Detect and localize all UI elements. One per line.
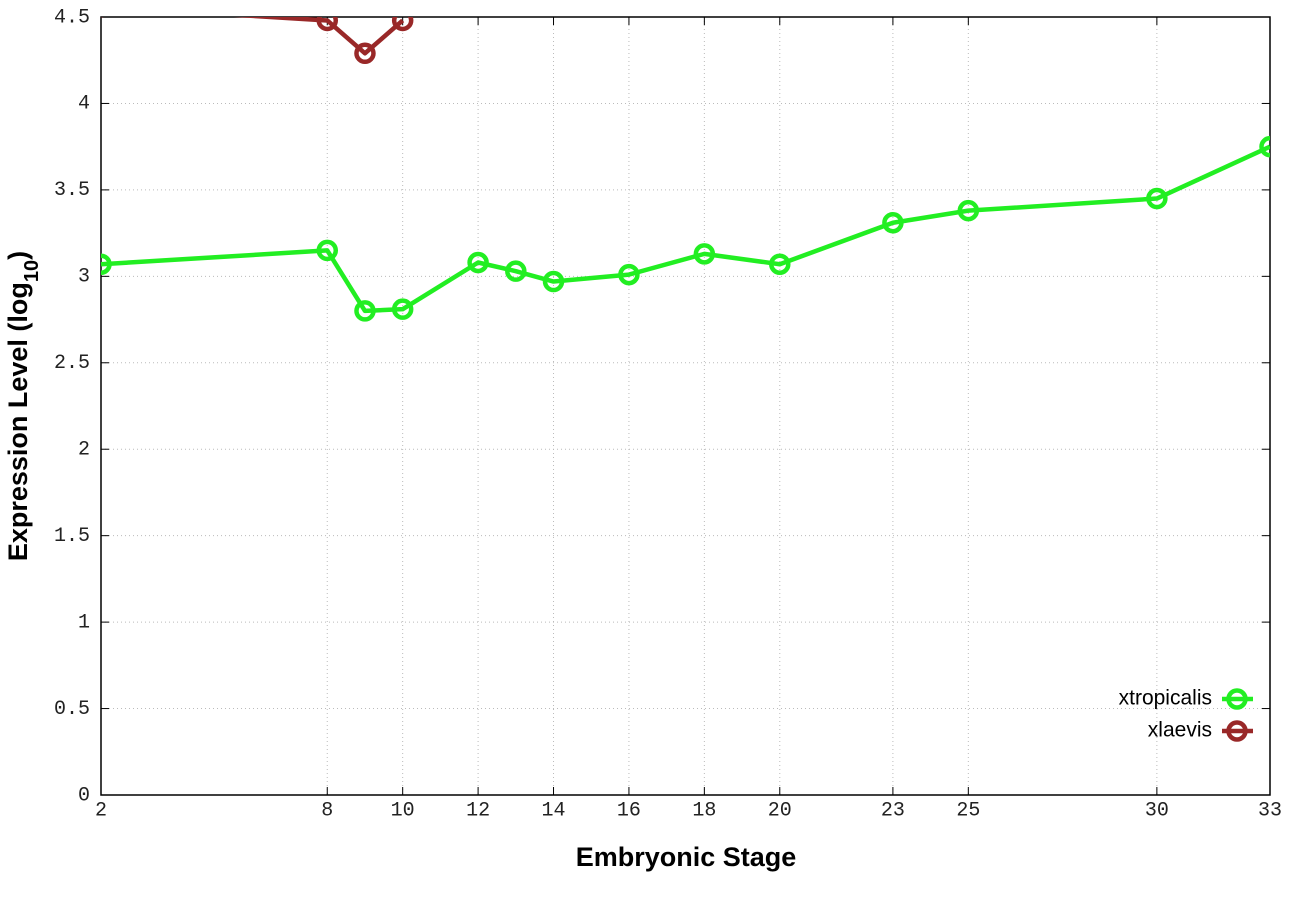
x-tick-label: 14 bbox=[542, 799, 566, 822]
series-line bbox=[101, 144, 1270, 314]
data-point bbox=[316, 239, 339, 262]
legend-marker bbox=[1226, 720, 1248, 742]
data-point bbox=[354, 300, 376, 322]
legend: xtropicalis xlaevis bbox=[1119, 687, 1253, 742]
y-tick-label: 4 bbox=[78, 93, 90, 116]
legend-label: xlaevis bbox=[1148, 719, 1212, 742]
data-point bbox=[1146, 187, 1168, 210]
plot-frame bbox=[100, 16, 1271, 796]
y-tick-label: 0.5 bbox=[54, 698, 90, 721]
data-point bbox=[693, 243, 716, 265]
y-tick-label: 1 bbox=[78, 611, 90, 634]
y-tick-label: 2 bbox=[78, 439, 90, 462]
x-tick-label: 23 bbox=[881, 799, 905, 822]
y-tick-label: 2.5 bbox=[54, 352, 90, 375]
series-line bbox=[233, 17, 405, 56]
series-group bbox=[101, 17, 1270, 322]
data-point bbox=[957, 199, 980, 222]
data-point bbox=[618, 263, 640, 286]
x-tick-label: 8 bbox=[321, 799, 333, 822]
data-point bbox=[354, 42, 376, 65]
x-tick-label: 20 bbox=[768, 799, 792, 822]
data-point bbox=[769, 253, 791, 275]
legend-marker bbox=[1226, 688, 1248, 710]
y-tick-label: 3.5 bbox=[54, 179, 90, 202]
y-tick-label: 0 bbox=[78, 784, 90, 807]
data-point bbox=[505, 260, 527, 282]
x-tick-label: 12 bbox=[466, 799, 490, 822]
data-point bbox=[101, 17, 104, 18]
x-tick-label: 18 bbox=[692, 799, 716, 822]
y-axis-title-end: ) bbox=[3, 251, 33, 260]
data-point bbox=[101, 253, 112, 275]
data-point bbox=[391, 298, 414, 320]
x-tick-label: 2 bbox=[95, 799, 107, 822]
x-tick-label: 30 bbox=[1145, 799, 1169, 822]
y-tick-label: 4.5 bbox=[54, 6, 90, 29]
y-tick-label: 1.5 bbox=[54, 525, 90, 548]
x-tick-label: 33 bbox=[1258, 799, 1282, 822]
x-tick-label: 25 bbox=[956, 799, 980, 822]
data-point bbox=[882, 211, 904, 234]
y-tick-label: 3 bbox=[78, 266, 90, 289]
grid: 0 0.5 1 1.5 2 2.5 3 3.5 4 4.5 2 8 10 12 14 16 18 20 23 25 30… bbox=[54, 6, 1282, 822]
legend-label: xtropicalis bbox=[1119, 687, 1212, 710]
y-axis-title: Expression Level (log10) bbox=[3, 251, 43, 561]
x-tick-label: 10 bbox=[391, 799, 415, 822]
x-axis-title: Embryonic Stage bbox=[576, 842, 797, 872]
y-axis-title-sub: 10 bbox=[21, 260, 43, 282]
data-point bbox=[467, 251, 489, 274]
data-point bbox=[391, 17, 414, 32]
y-axis-title-main: Expression Level (log bbox=[3, 282, 33, 561]
data-point bbox=[542, 270, 565, 293]
data-point bbox=[1259, 135, 1270, 158]
data-point bbox=[316, 17, 339, 32]
x-tick-label: 16 bbox=[617, 799, 641, 822]
